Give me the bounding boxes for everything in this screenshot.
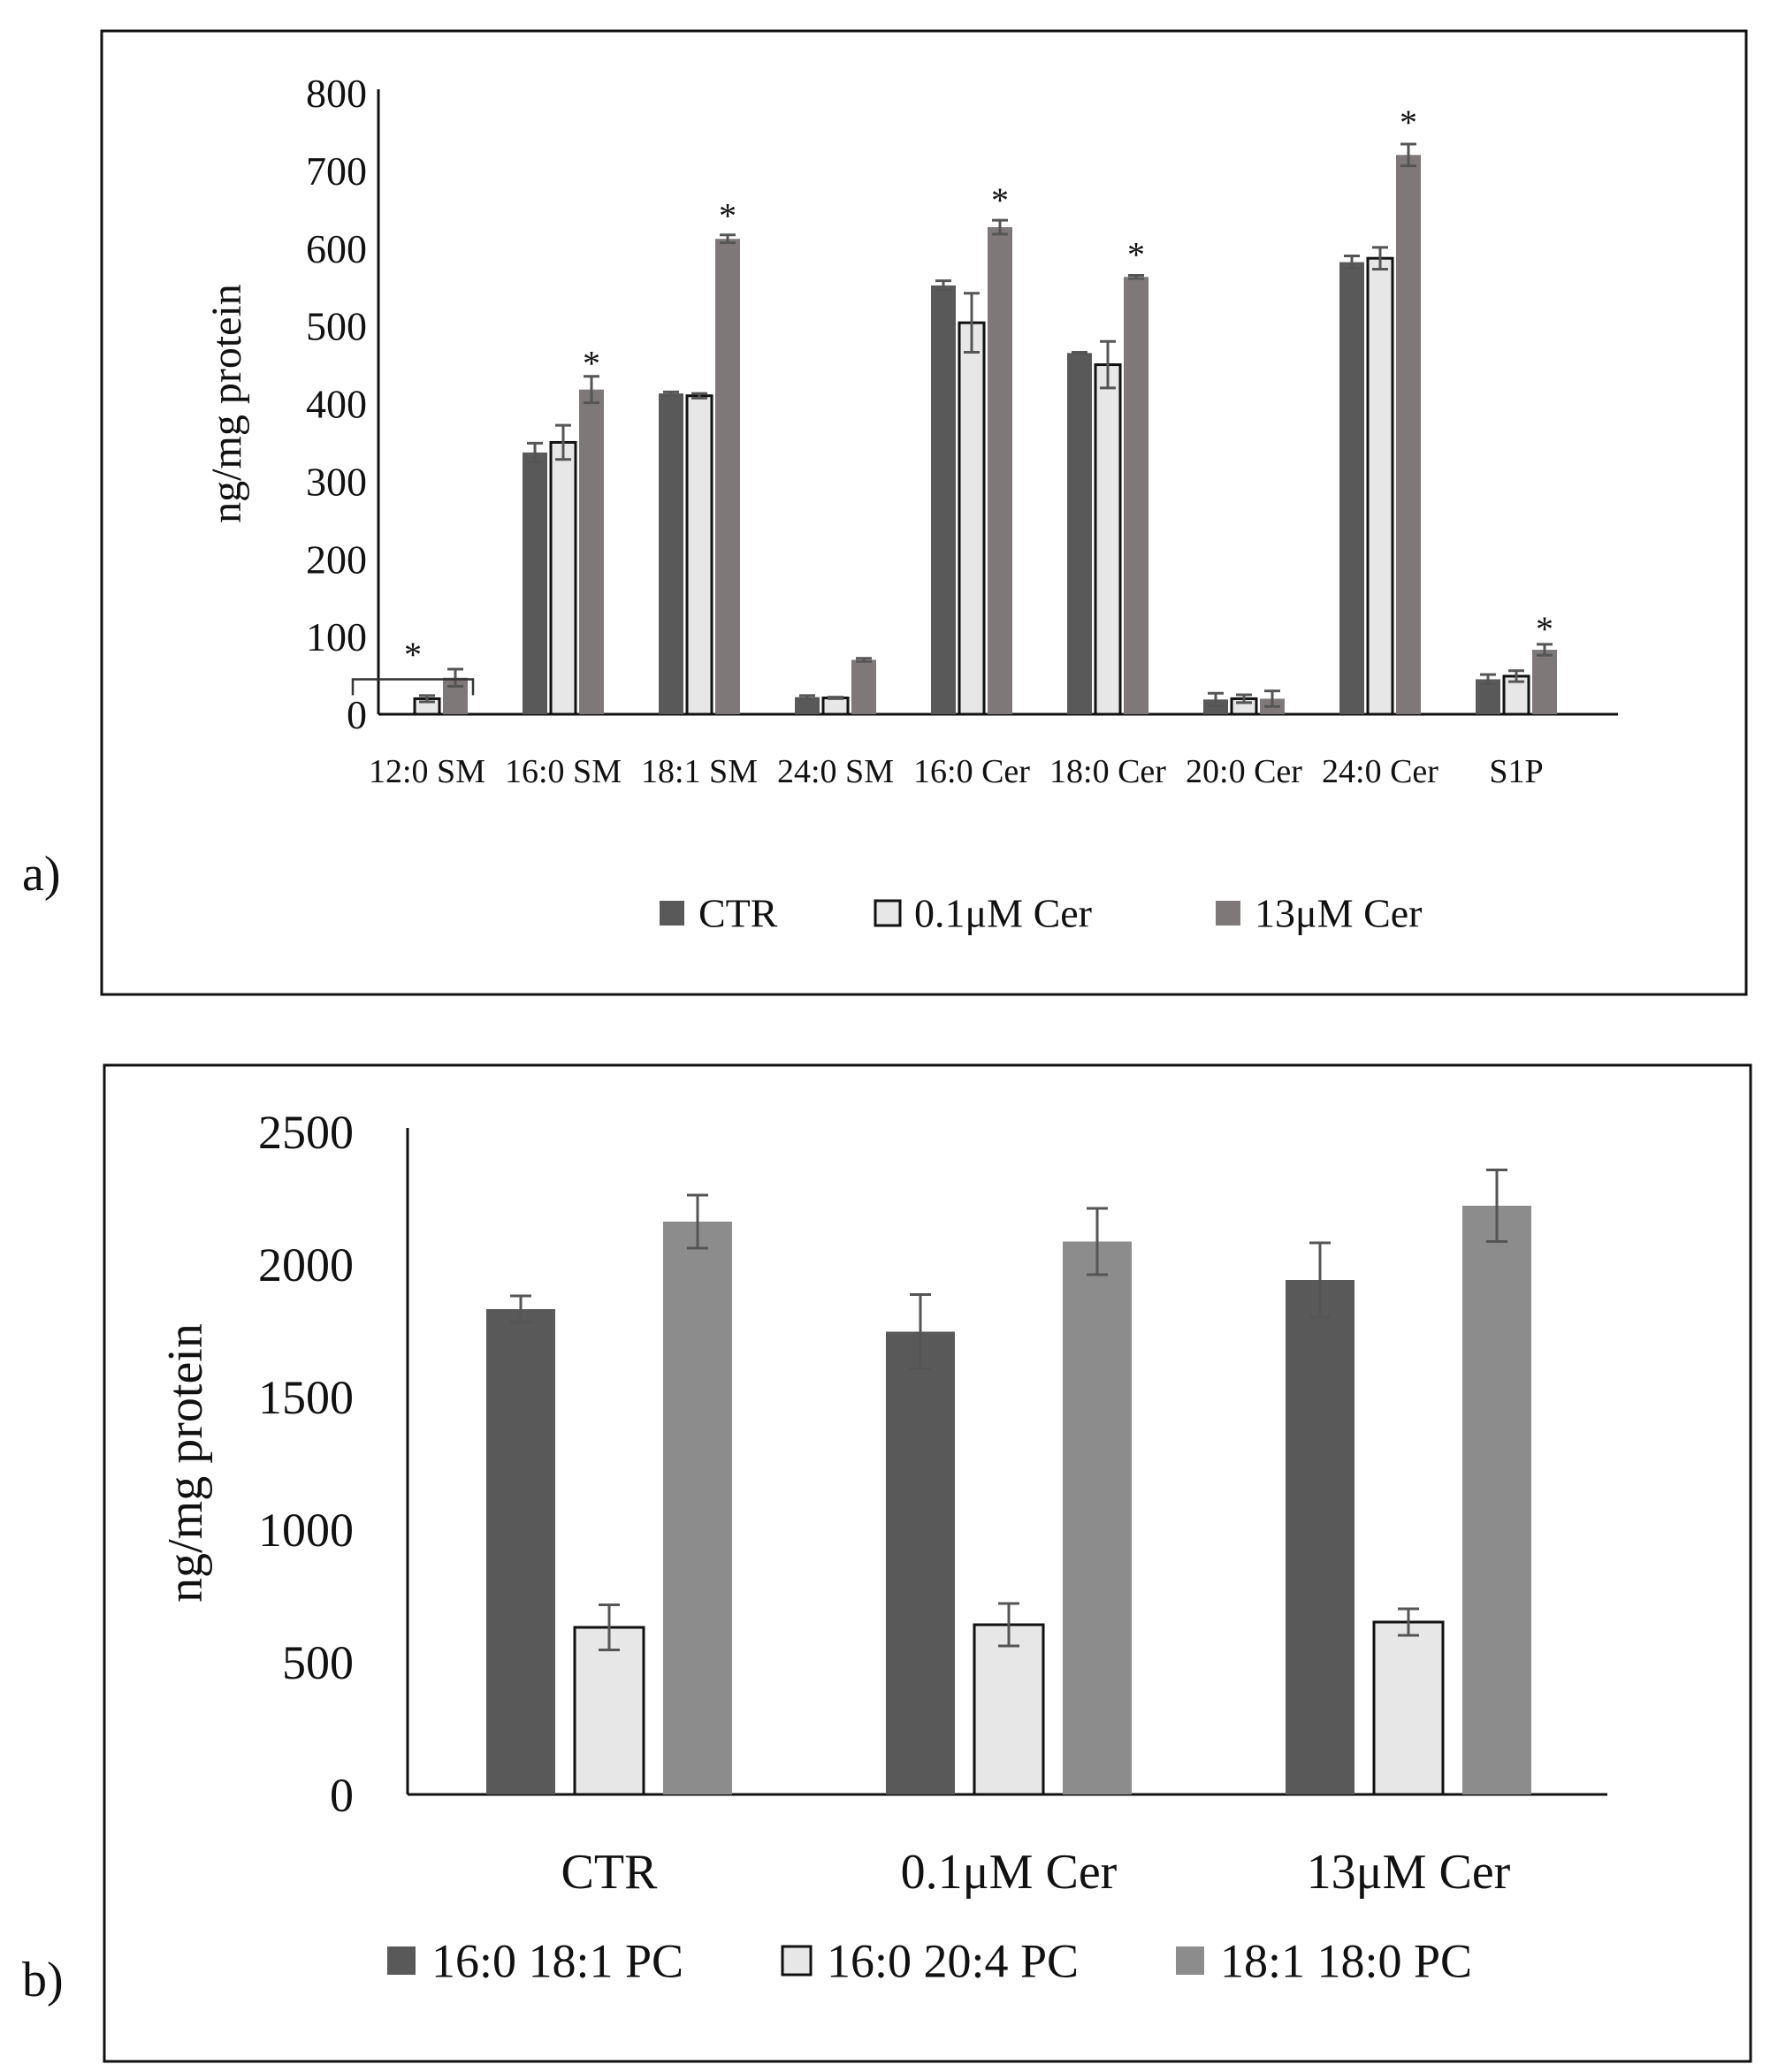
bar: [573, 1626, 645, 1796]
x-tick-label: 18:1 SM: [641, 753, 758, 790]
legend-label: 13μM Cer: [1255, 891, 1422, 936]
y-tick-label: 700: [306, 149, 367, 194]
bar: [1339, 262, 1364, 714]
legend-label: CTR: [698, 891, 778, 936]
bar: [523, 452, 547, 714]
y-tick-label: 1000: [258, 1504, 354, 1557]
y-tick-label: 300: [306, 459, 367, 504]
panel-a-label: a): [22, 847, 61, 902]
x-tick-label: 16:0 SM: [505, 753, 622, 790]
bar: [795, 697, 820, 714]
significance-bracket: [351, 678, 475, 696]
bar: [549, 440, 577, 716]
bar: [1286, 1280, 1354, 1794]
y-tick-label: 2500: [258, 1106, 354, 1159]
bar: [1372, 1620, 1445, 1796]
y-axis-label: ng/mg protein: [203, 284, 250, 523]
legend-label: 0.1μM Cer: [914, 891, 1092, 936]
y-tick-label: 100: [306, 614, 367, 659]
panel-b-label: b): [22, 1953, 64, 2007]
significance-star: *: [1400, 103, 1417, 142]
bar: [1462, 1206, 1531, 1794]
significance-star: *: [719, 196, 736, 236]
bar: [931, 285, 956, 714]
bar: [821, 697, 850, 716]
bar: [1094, 363, 1122, 716]
y-tick-label: 500: [282, 1636, 354, 1689]
legend-swatch: [874, 899, 902, 927]
significance-star: *: [1127, 235, 1145, 275]
significance-star: *: [583, 344, 600, 384]
y-tick-label: 400: [306, 382, 367, 427]
legend-swatch: [1176, 1946, 1204, 1975]
bar: [973, 1623, 1045, 1796]
legend-swatch: [781, 1945, 813, 1977]
panel-a-frame: [100, 29, 1748, 996]
legend-label: 16:0 18:1 PC: [431, 1934, 683, 1987]
panel-a: a) 0 100 200 300 400 500 600 700 800 ng/mg protei…: [22, 29, 1748, 996]
x-tick-label: 13μM Cer: [1307, 1845, 1511, 1900]
y-tick-label: 500: [306, 304, 367, 349]
legend-swatch: [1216, 901, 1240, 926]
plot-a: 0 100 200 300 400 500 600 700 800 ng/mg protein 12…: [203, 71, 1618, 790]
y-axis-label: ng/mg protein: [158, 1323, 213, 1603]
x-tick-label: 18:0 Cer: [1049, 753, 1166, 790]
legend-label: 16:0 20:4 PC: [827, 1934, 1079, 1987]
y-tick-label: 800: [306, 71, 367, 116]
bar: [659, 393, 683, 714]
legend-a: CTR 0.1μM Cer 13μM Cer: [660, 891, 1422, 936]
legend-b: 16:0 18:1 PC 16:0 20:4 PC 18:1 18:0 PC: [387, 1934, 1472, 1987]
y-tick-label: 200: [306, 537, 367, 582]
bar: [988, 227, 1012, 714]
y-tick-label: 600: [306, 226, 367, 271]
legend-label: 18:1 18:0 PC: [1220, 1934, 1472, 1987]
x-tick-label: 16:0 Cer: [913, 753, 1030, 790]
x-tick-label: 24:0 SM: [777, 753, 894, 790]
bar: [579, 389, 604, 714]
bar: [1366, 256, 1394, 716]
bar: [1124, 277, 1148, 714]
bar: [1063, 1241, 1132, 1794]
bar: [958, 321, 986, 716]
bar: [685, 394, 713, 716]
y-tick-label: 1500: [258, 1371, 354, 1424]
x-tick-label: 24:0 Cer: [1322, 753, 1438, 790]
panel-b-frame: [103, 1063, 1752, 2063]
bar: [1396, 155, 1421, 715]
x-tick-label: 0.1μM Cer: [901, 1845, 1118, 1900]
significance-star: *: [1536, 609, 1553, 649]
plot-b: 0 500 1000 1500 2000 2500 ng/mg protein CTR 0.1μ…: [158, 1106, 1607, 1900]
legend-swatch: [387, 1946, 416, 1975]
y-tick-label: 0: [330, 1769, 354, 1822]
x-tick-label: S1P: [1489, 753, 1543, 790]
significance-star: *: [404, 635, 422, 674]
x-tick-label: 20:0 Cer: [1186, 753, 1302, 790]
y-tick-label: 2000: [258, 1238, 354, 1291]
bar: [851, 659, 876, 714]
x-tick-label: 12:0 SM: [369, 753, 485, 790]
bar: [663, 1222, 732, 1794]
legend-swatch: [660, 901, 684, 926]
bar: [486, 1309, 555, 1794]
x-tick-label: CTR: [561, 1845, 659, 1900]
y-tick-label: 0: [347, 692, 367, 737]
bar: [1532, 650, 1557, 714]
bar: [715, 239, 740, 715]
bar: [886, 1331, 955, 1794]
significance-star: *: [991, 180, 1009, 220]
bar: [1067, 353, 1092, 714]
